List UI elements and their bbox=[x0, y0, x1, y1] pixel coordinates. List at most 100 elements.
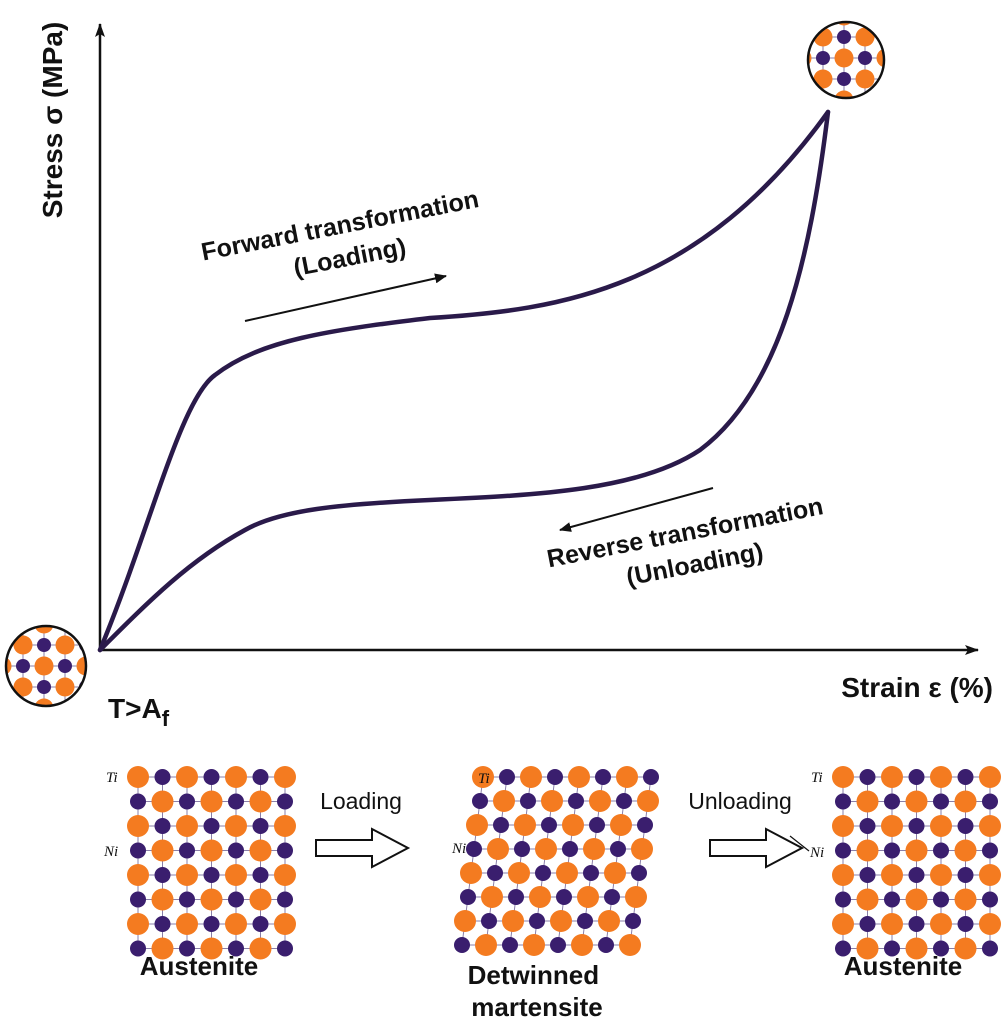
ti-atom bbox=[472, 766, 494, 788]
ni-atom bbox=[252, 769, 269, 785]
reverse-transformation-label: Reverse transformation (Unloading) bbox=[545, 491, 839, 606]
ti-atom bbox=[535, 838, 557, 860]
ni-atom bbox=[568, 793, 584, 809]
ti-atom bbox=[625, 886, 647, 908]
ni-atom bbox=[933, 891, 949, 908]
ni-atom bbox=[908, 769, 925, 785]
ti-atom bbox=[523, 934, 545, 956]
y-axis-label: Stress σ (MPa) bbox=[37, 22, 68, 219]
martensite-inset-icon bbox=[806, 20, 886, 100]
ni-atom bbox=[179, 940, 195, 957]
ti-atom bbox=[200, 839, 223, 862]
ti-atom bbox=[832, 815, 854, 837]
ni-atom bbox=[816, 51, 830, 65]
ni-atom bbox=[550, 937, 566, 953]
ni-atom bbox=[835, 940, 851, 957]
ti-atom bbox=[905, 888, 928, 911]
ti-atom bbox=[454, 910, 476, 932]
ni-atom bbox=[616, 793, 632, 809]
ti-atom bbox=[520, 766, 542, 788]
ti-atom bbox=[225, 864, 247, 886]
ni-atom bbox=[808, 30, 809, 44]
ti-atom bbox=[979, 913, 1001, 935]
ni-atom bbox=[203, 818, 220, 834]
ni-atom bbox=[982, 940, 998, 957]
ti-atom bbox=[127, 766, 149, 788]
ni-atom bbox=[982, 842, 998, 859]
ni-label-left: Ni bbox=[103, 844, 118, 860]
ti-atom bbox=[979, 864, 1001, 886]
ti-atom bbox=[905, 790, 928, 813]
ni-atom bbox=[816, 93, 830, 98]
ti-atom bbox=[274, 815, 296, 837]
ni-atom bbox=[16, 701, 30, 706]
ti-atom bbox=[583, 838, 605, 860]
ni-atom bbox=[277, 940, 293, 957]
ni-atom bbox=[16, 659, 30, 673]
ti-atom bbox=[577, 886, 599, 908]
ni-atom bbox=[933, 793, 949, 810]
ni-atom bbox=[859, 818, 876, 834]
ti-atom bbox=[200, 937, 223, 960]
forward-transformation-label: Forward transformation (Loading) bbox=[199, 184, 494, 299]
ni-atom bbox=[487, 865, 503, 881]
ni-atom bbox=[252, 916, 269, 932]
ni-atom bbox=[228, 940, 244, 957]
ni-atom bbox=[933, 842, 949, 859]
ni-atom bbox=[277, 842, 293, 859]
ni-atom bbox=[252, 818, 269, 834]
ni-atom bbox=[472, 793, 488, 809]
ti-atom bbox=[249, 839, 272, 862]
ti-atom bbox=[954, 790, 977, 813]
ni-atom bbox=[6, 680, 9, 694]
ti-atom bbox=[76, 656, 86, 676]
ti-atom bbox=[274, 766, 296, 788]
x-axis-label: Strain ε (%) bbox=[841, 672, 993, 703]
ti-atom bbox=[34, 656, 54, 676]
ni-atom bbox=[154, 769, 171, 785]
ni-atom bbox=[6, 638, 9, 652]
ti-atom bbox=[616, 766, 638, 788]
ni-atom bbox=[637, 817, 653, 833]
ti-label-middle: Ti bbox=[478, 771, 490, 787]
ti-atom bbox=[541, 790, 563, 812]
ni-atom bbox=[228, 891, 244, 908]
ni-atom bbox=[481, 913, 497, 929]
ti-atom bbox=[856, 790, 879, 813]
ni-atom bbox=[203, 916, 220, 932]
ni-atom bbox=[203, 867, 220, 883]
ti-atom bbox=[562, 814, 584, 836]
ni-atom bbox=[933, 940, 949, 957]
ni-atom bbox=[454, 937, 470, 953]
unloading-arrow-icon bbox=[709, 827, 805, 869]
ni-atom bbox=[277, 891, 293, 908]
ni-atom bbox=[556, 889, 572, 905]
ni-atom bbox=[179, 891, 195, 908]
ni-atom bbox=[859, 769, 876, 785]
ti-atom bbox=[905, 839, 928, 862]
ni-atom bbox=[957, 769, 974, 785]
ti-atom bbox=[881, 913, 903, 935]
ti-atom bbox=[34, 698, 54, 706]
ti-atom bbox=[475, 934, 497, 956]
ni-atom bbox=[610, 841, 626, 857]
ti-atom bbox=[856, 839, 879, 862]
ni-label-right: Ni bbox=[809, 845, 824, 861]
ni-atom bbox=[908, 867, 925, 883]
ti-atom bbox=[604, 862, 626, 884]
ti-atom bbox=[13, 677, 33, 697]
ti-atom bbox=[76, 698, 86, 706]
ni-atom bbox=[859, 916, 876, 932]
ti-atom bbox=[556, 862, 578, 884]
ni-atom bbox=[884, 842, 900, 859]
ti-atom bbox=[876, 90, 884, 98]
ti-atom bbox=[151, 888, 174, 911]
ni-atom bbox=[179, 842, 195, 859]
ni-atom bbox=[520, 793, 536, 809]
lattice-martensite bbox=[454, 766, 659, 956]
ti-atom bbox=[855, 27, 875, 47]
ti-atom bbox=[225, 913, 247, 935]
ni-atom bbox=[957, 916, 974, 932]
ti-atom bbox=[249, 888, 272, 911]
ti-atom bbox=[568, 766, 590, 788]
